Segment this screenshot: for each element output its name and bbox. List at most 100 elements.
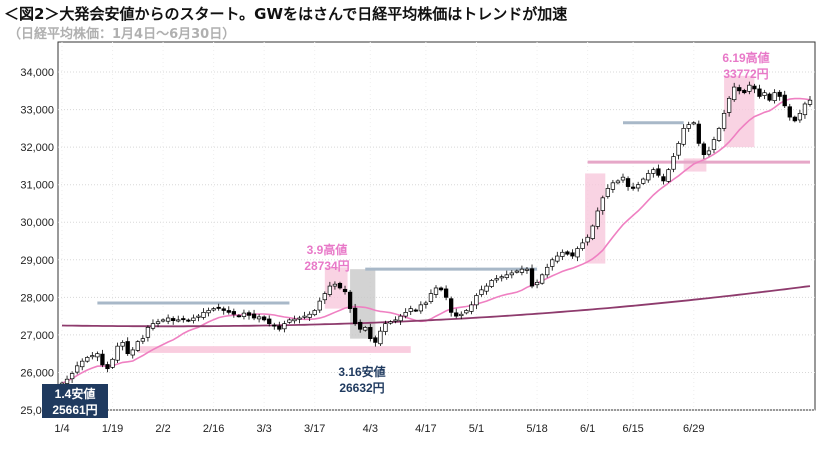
candle-body <box>110 358 115 368</box>
candle-body <box>282 323 287 330</box>
candle-body <box>625 178 631 187</box>
candle-body <box>706 150 712 155</box>
candle-body <box>115 345 120 361</box>
candle-body <box>155 321 161 324</box>
candle-body <box>337 282 343 289</box>
candle-body <box>90 355 95 358</box>
candle-body <box>443 288 449 298</box>
candle-body <box>221 308 226 311</box>
candle-body <box>575 248 580 258</box>
candle-body <box>757 88 762 97</box>
candle-body <box>449 298 454 313</box>
candle-body <box>226 310 231 313</box>
candle-body <box>403 312 408 317</box>
annotation-value: 26632円 <box>339 381 384 395</box>
candle-body <box>150 323 156 329</box>
candle-body <box>135 341 140 351</box>
highlight-zone <box>324 267 348 309</box>
candle-body <box>438 287 444 291</box>
candle-body <box>726 97 732 113</box>
candle-body <box>636 184 641 189</box>
candle-body <box>160 319 166 322</box>
candle-body <box>312 310 317 316</box>
candle-body <box>484 285 489 292</box>
candle-body <box>620 176 626 181</box>
candle-body <box>241 312 247 317</box>
candle-body <box>85 357 90 362</box>
candle-body <box>782 94 787 107</box>
candle-body <box>307 313 312 318</box>
candle-body <box>661 176 666 182</box>
candle-body <box>529 268 535 287</box>
x-tick-label: 1/19 <box>102 423 123 435</box>
candle-body <box>646 173 651 181</box>
candle-body <box>656 168 661 176</box>
candle-body <box>332 283 338 287</box>
x-tick-label: 6/29 <box>683 423 704 435</box>
candle-body <box>423 302 429 305</box>
candle-body <box>474 295 479 306</box>
x-tick-label: 1/4 <box>54 423 69 435</box>
candle-body <box>277 325 282 330</box>
candle-body <box>560 251 565 257</box>
short-ma-line <box>61 97 811 384</box>
candle-body <box>368 327 373 340</box>
candle-body <box>100 353 105 366</box>
candle-body <box>171 318 176 321</box>
y-tick-label: 34,000 <box>20 67 54 79</box>
plot-frame <box>57 41 816 411</box>
candle-body <box>701 143 707 156</box>
candle-body <box>772 92 777 102</box>
candle-body <box>231 311 236 315</box>
annotation-label: 1.4安値 <box>55 386 96 401</box>
y-tick-label: 30,000 <box>20 217 54 229</box>
candle-body <box>130 349 135 356</box>
candle-body <box>550 259 555 267</box>
candle-body <box>191 317 196 321</box>
candle-body <box>297 317 302 320</box>
x-tick-label: 6/15 <box>622 423 643 435</box>
candle-body <box>610 182 616 190</box>
candle-body <box>651 169 656 174</box>
candle-body <box>358 321 363 330</box>
y-tick-label: 28,000 <box>20 292 54 304</box>
candle-body <box>605 188 610 197</box>
y-tick-label: 33,000 <box>20 105 54 117</box>
candle-body <box>464 310 469 314</box>
candle-body <box>186 319 191 322</box>
candle-body <box>256 316 262 320</box>
candle-body <box>120 342 125 347</box>
y-tick-label: 32,000 <box>20 142 54 154</box>
candle-body <box>545 266 550 276</box>
candle-body <box>373 337 378 343</box>
candle-body <box>383 323 388 332</box>
candle-body <box>630 186 636 189</box>
candle-body <box>272 324 277 327</box>
candle-body <box>105 364 110 370</box>
candle-body <box>418 304 423 312</box>
candle-body <box>408 308 413 312</box>
chart-subtitle: （日経平均株価：1月4日～6月30日） <box>8 27 236 42</box>
candle-body <box>201 312 206 318</box>
x-tick-label: 5/1 <box>469 423 484 435</box>
candle-body <box>479 289 484 295</box>
candle-body <box>787 106 792 118</box>
candle-body <box>767 93 772 101</box>
candle-body <box>721 112 727 129</box>
x-tick-label: 3/17 <box>304 423 325 435</box>
candle-body <box>555 255 560 262</box>
candle-body <box>433 287 439 295</box>
long-ma-line <box>61 285 811 328</box>
candle-body <box>327 285 333 295</box>
candle-body <box>251 313 257 319</box>
candle-body <box>666 169 671 182</box>
candle-body <box>393 319 398 322</box>
candle-body <box>469 304 474 312</box>
candle-body <box>145 327 151 338</box>
candle-body <box>428 293 434 302</box>
candle-body <box>459 313 464 317</box>
annotation-value: 25661円 <box>52 403 97 417</box>
annotation-box <box>42 384 108 418</box>
x-tick-label: 2/2 <box>155 423 170 435</box>
